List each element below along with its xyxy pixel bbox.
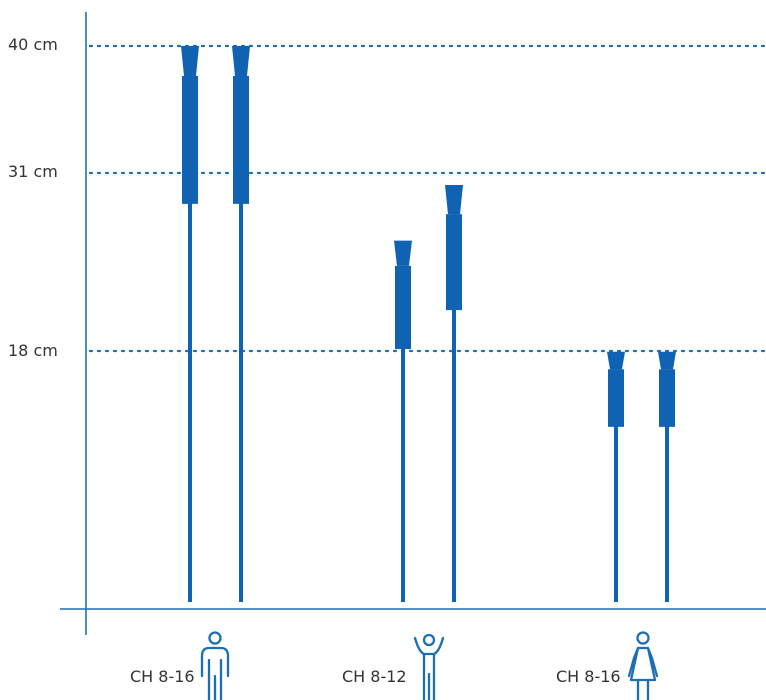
catheter-tip (188, 596, 192, 602)
reference-label-40cm: 40 cm (8, 35, 58, 54)
catheter-shaft (452, 214, 456, 602)
catheter-shaft (401, 265, 405, 602)
catheters (181, 46, 676, 602)
catheter-3-2 (658, 351, 676, 602)
reference-label-18cm: 18 cm (8, 341, 58, 360)
catheter-shaft (239, 76, 243, 602)
catheter-funnel (181, 46, 199, 76)
catheter-1-1 (181, 46, 199, 602)
catheter-2-2 (445, 185, 463, 602)
catheter-funnel (445, 185, 463, 215)
catheter-shaft (665, 369, 669, 602)
catheter-3-1 (607, 351, 625, 602)
group-label-male: CH 8-16 (130, 667, 195, 686)
catheter-sleeve (659, 369, 675, 427)
catheter-sleeve (608, 369, 624, 427)
catheter-sleeve (395, 265, 411, 350)
catheter-tip (614, 596, 618, 602)
catheter-tip (401, 596, 405, 602)
catheter-funnel (394, 240, 412, 266)
catheter-sleeve (182, 76, 198, 204)
male-icon (200, 631, 230, 700)
catheter-tip (239, 596, 243, 602)
catheter-tip (665, 596, 669, 602)
reference-label-31cm: 31 cm (8, 162, 58, 181)
female-icon (627, 631, 659, 700)
catheter-1-2 (232, 46, 250, 602)
group-label-female: CH 8-16 (556, 667, 621, 686)
catheter-funnel (607, 351, 625, 370)
catheter-2-1 (394, 240, 412, 602)
catheter-shaft (614, 369, 618, 602)
child-icon (413, 633, 445, 700)
catheter-funnel (658, 351, 676, 370)
group-label-child: CH 8-12 (342, 667, 407, 686)
catheter-sleeve (446, 214, 462, 311)
reference-lines: 40 cm 31 cm 18 cm (8, 35, 766, 360)
catheter-tip (452, 596, 456, 602)
catheter-sleeve (233, 76, 249, 204)
catheter-shaft (188, 76, 192, 602)
catheter-funnel (232, 46, 250, 76)
